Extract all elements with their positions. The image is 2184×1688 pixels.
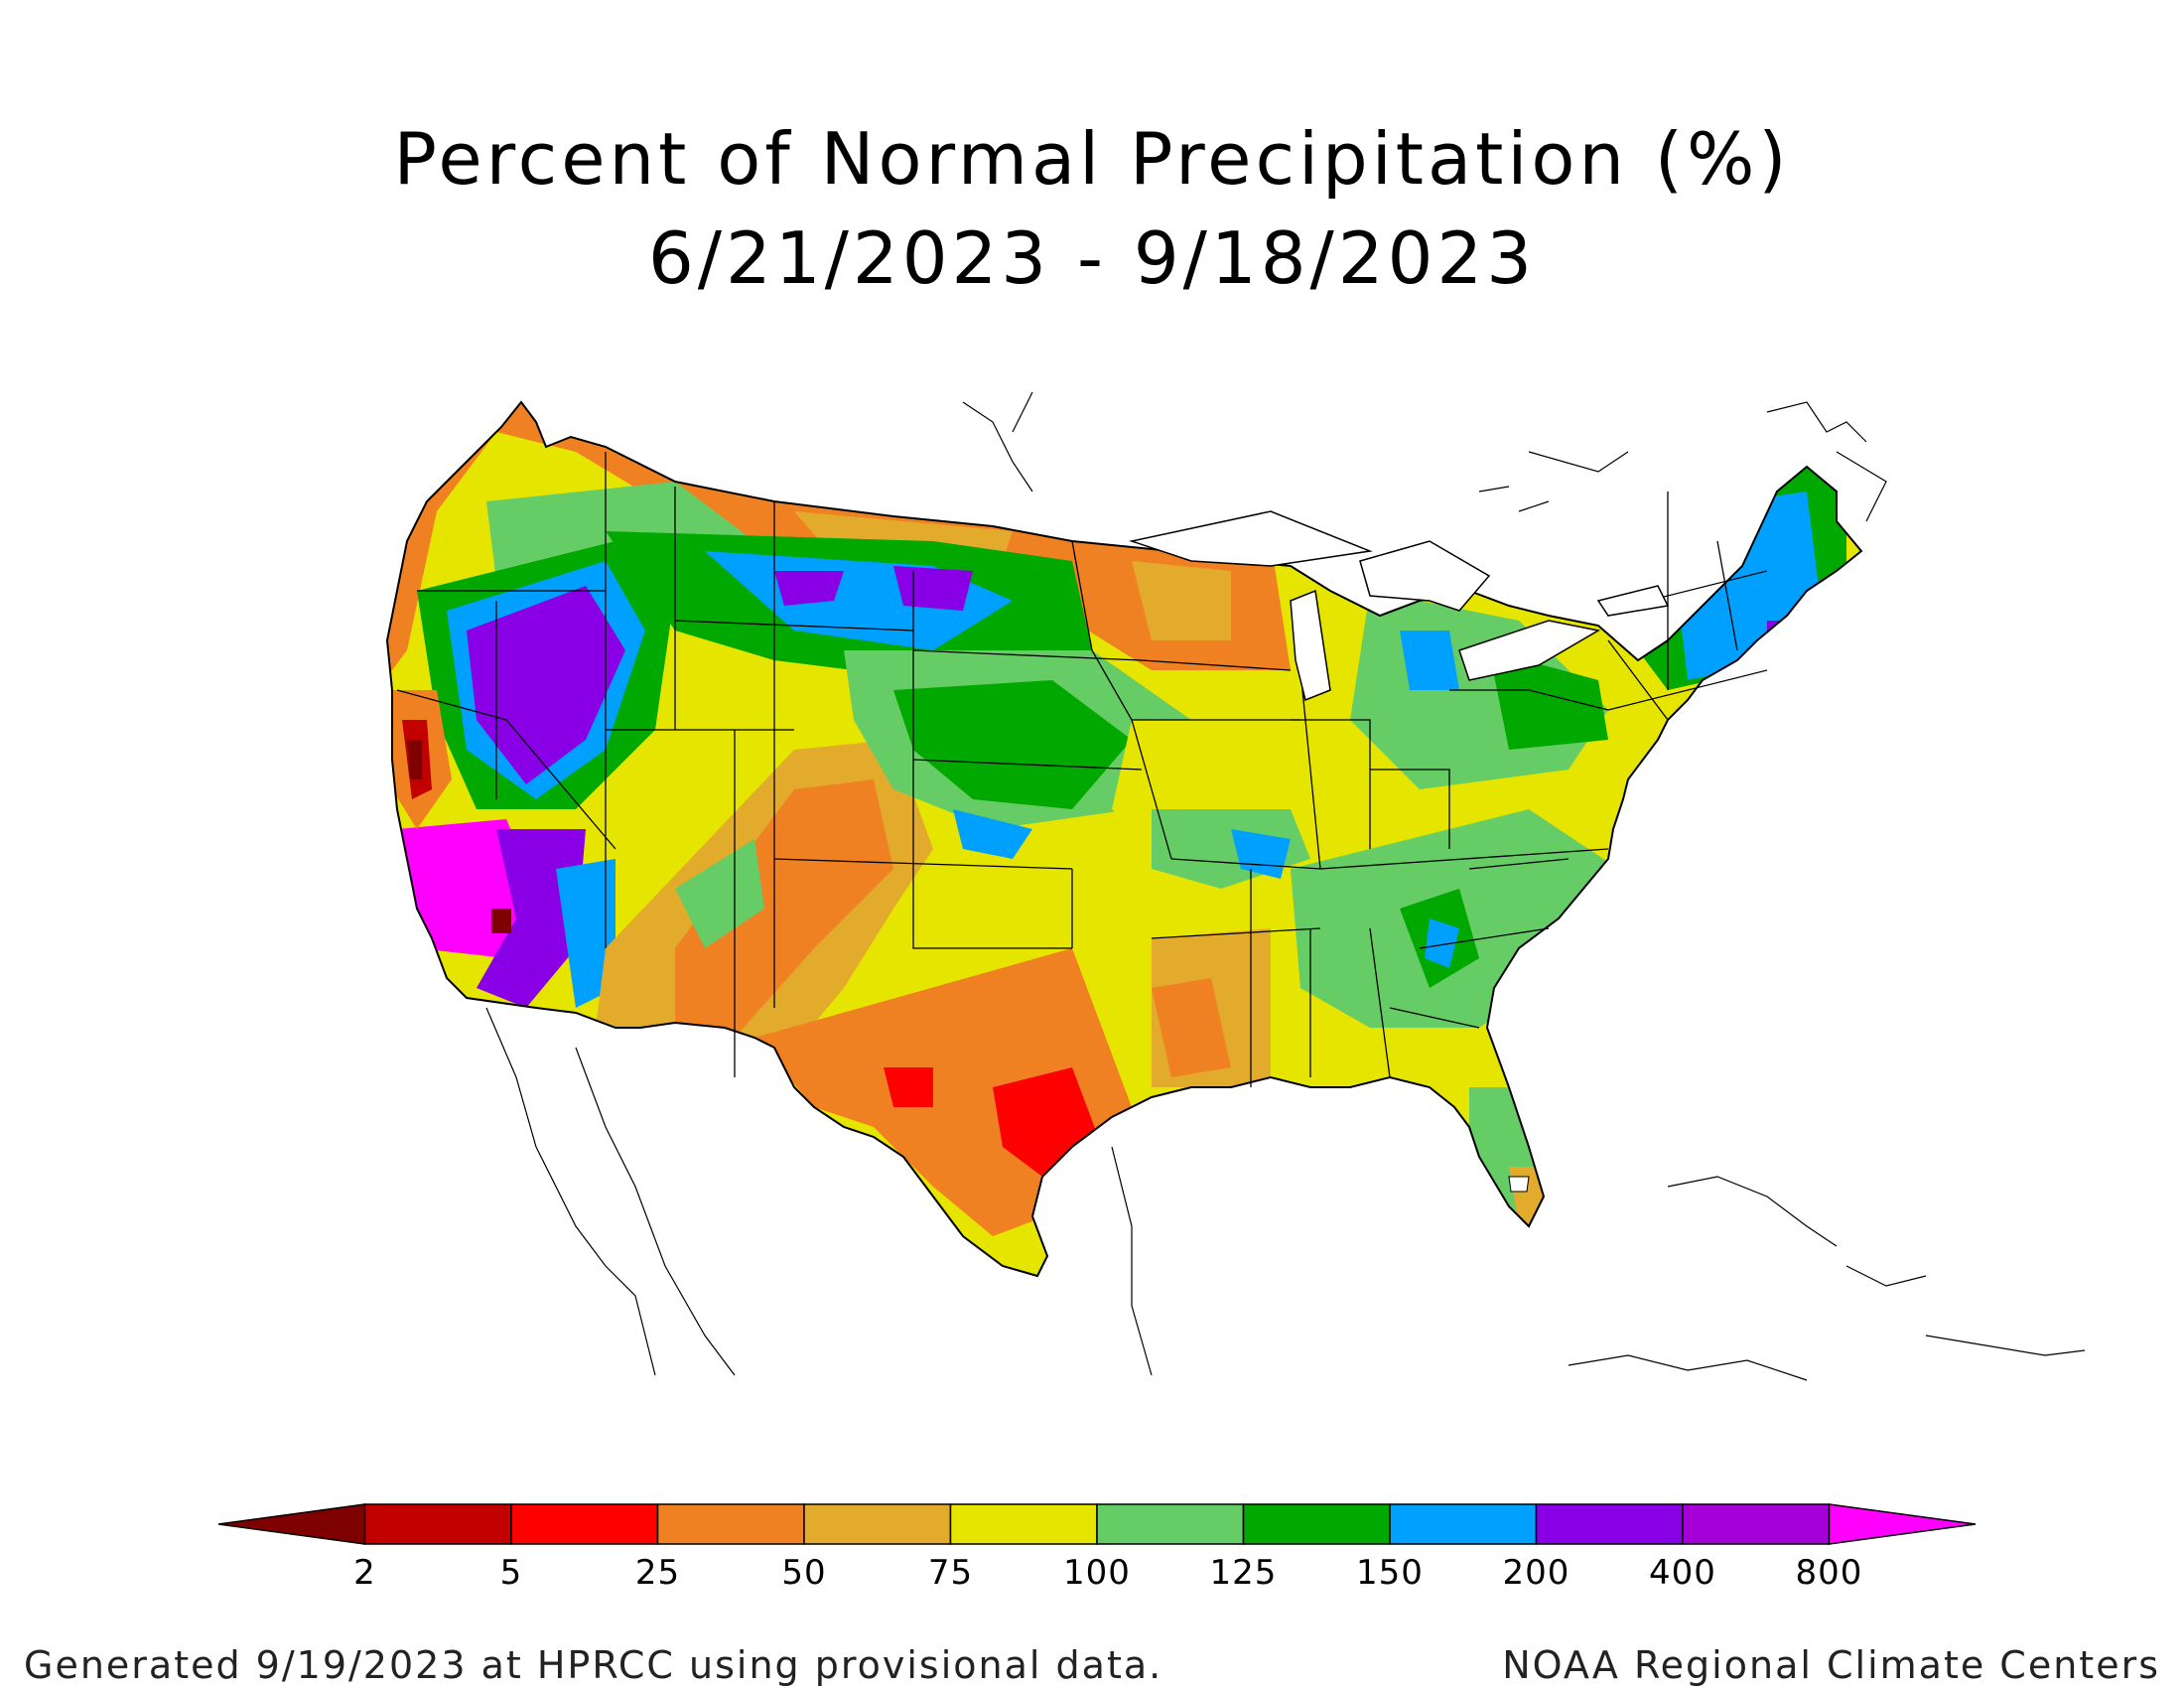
legend-tick-label: 75 xyxy=(928,1553,973,1593)
generated-note: Generated 9/19/2023 at HPRCC using provi… xyxy=(24,1643,1163,1687)
legend-tick-labels: 2 5 25 50 75 100 125 150 200 400 800 xyxy=(353,1553,1863,1593)
legend-bin xyxy=(1828,1503,1977,1545)
map-date-range: 6/21/2023 - 9/18/2023 xyxy=(647,216,1537,300)
legend-tick-label: 25 xyxy=(635,1553,680,1593)
state-boundaries xyxy=(396,452,1768,1087)
legend-tick-label: 2 xyxy=(353,1553,376,1593)
legend-bin xyxy=(1096,1503,1245,1545)
legend-bin xyxy=(217,1503,366,1545)
legend-bin xyxy=(1535,1503,1684,1545)
legend-tick-label: 125 xyxy=(1210,1553,1278,1593)
source-credit: NOAA Regional Climate Centers xyxy=(1502,1643,2160,1687)
precipitation-map xyxy=(386,392,2086,1381)
map-title: Percent of Normal Precipitation (%) xyxy=(393,117,1791,201)
legend-tick-label: 150 xyxy=(1356,1553,1424,1593)
legend-tick-label: 400 xyxy=(1649,1553,1716,1593)
neighbor-coastlines xyxy=(485,392,2086,1381)
legend-color-bins xyxy=(217,1503,1977,1545)
legend-tick-label: 100 xyxy=(1063,1553,1131,1593)
legend-bin xyxy=(1389,1503,1538,1545)
legend-bin xyxy=(1682,1503,1831,1545)
legend-bin xyxy=(949,1503,1098,1545)
legend-bin xyxy=(510,1503,659,1545)
color-legend: 2 5 25 50 75 100 125 150 200 400 800 xyxy=(217,1503,1977,1593)
legend-tick-label: 50 xyxy=(781,1553,826,1593)
great-lakes xyxy=(1129,510,1670,702)
legend-bin xyxy=(1242,1503,1391,1545)
legend-bin xyxy=(656,1503,805,1545)
lake-okeechobee xyxy=(1508,1176,1530,1193)
legend-tick-label: 800 xyxy=(1796,1553,1863,1593)
legend-bin xyxy=(803,1503,952,1545)
legend-tick-label: 5 xyxy=(500,1553,523,1593)
legend-bin xyxy=(363,1503,512,1545)
legend-tick-label: 200 xyxy=(1503,1553,1570,1593)
